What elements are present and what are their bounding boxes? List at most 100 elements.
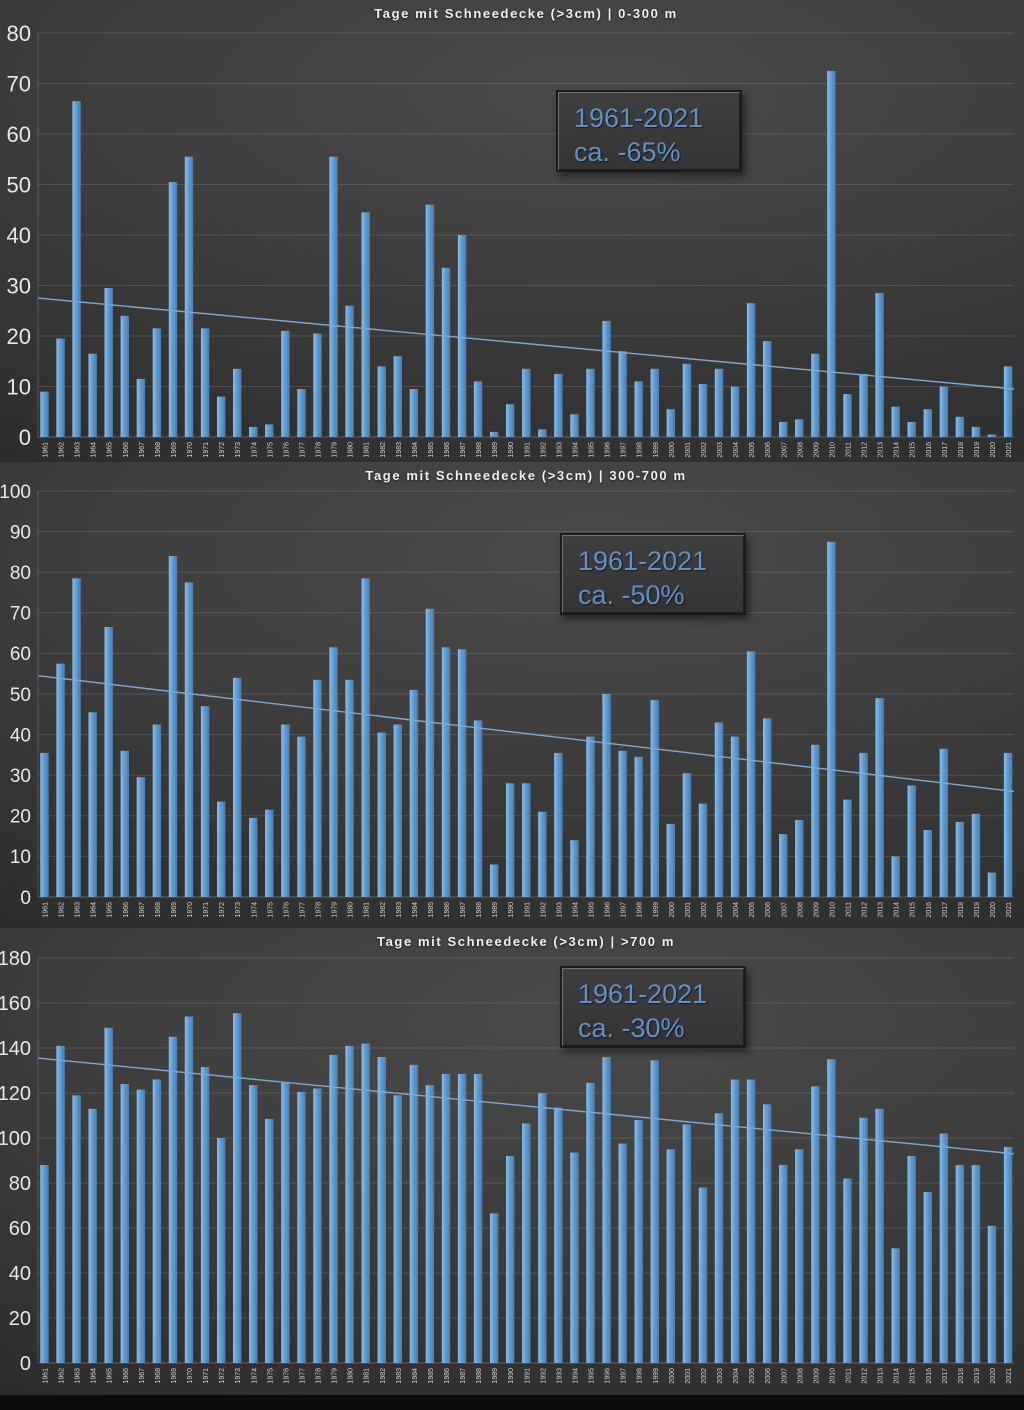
svg-text:1982: 1982: [380, 442, 387, 458]
x-axis-labels: 1961 1962 1963 1964 1965 1966 1967 1968 1969 1970…: [43, 442, 1014, 458]
svg-text:2016: 2016: [926, 442, 933, 458]
bar: [152, 1079, 162, 1363]
svg-text:1991: 1991: [524, 902, 531, 918]
svg-text:100: 100: [0, 1128, 31, 1150]
svg-text:0: 0: [19, 425, 31, 450]
bar: [779, 1165, 788, 1363]
bar: [843, 394, 852, 437]
bar: [570, 840, 579, 897]
svg-text:1977: 1977: [300, 902, 307, 918]
trendline: [37, 675, 1015, 793]
bar: [779, 421, 788, 437]
bar: [457, 649, 467, 897]
svg-text:1972: 1972: [219, 1368, 226, 1384]
bar: [795, 419, 804, 437]
bar: [249, 426, 258, 437]
bar: [666, 823, 675, 897]
svg-text:2000: 2000: [669, 442, 676, 458]
svg-text:1961: 1961: [43, 1368, 50, 1384]
bar: [233, 677, 242, 897]
svg-text:1966: 1966: [123, 1368, 130, 1384]
svg-text:1999: 1999: [653, 442, 660, 458]
bar: [746, 303, 756, 437]
svg-text:2000: 2000: [669, 902, 676, 918]
svg-text:1984: 1984: [412, 902, 419, 918]
svg-text:80: 80: [9, 1173, 31, 1195]
svg-text:1990: 1990: [508, 1368, 515, 1384]
callout-change: ca. -30%: [578, 1013, 685, 1043]
svg-text:1998: 1998: [637, 902, 644, 918]
bar: [554, 752, 563, 897]
svg-text:2008: 2008: [797, 902, 804, 918]
svg-text:60: 60: [7, 122, 31, 147]
svg-text:1970: 1970: [187, 442, 194, 458]
bar: [120, 750, 129, 897]
bar: [891, 406, 900, 437]
svg-text:1989: 1989: [492, 902, 499, 918]
svg-text:2005: 2005: [749, 442, 756, 458]
svg-text:1966: 1966: [123, 442, 130, 458]
bar: [409, 389, 419, 437]
svg-text:2012: 2012: [862, 902, 869, 918]
svg-text:2003: 2003: [717, 1368, 724, 1384]
svg-text:2002: 2002: [701, 1368, 708, 1384]
svg-text:1998: 1998: [637, 1368, 644, 1384]
svg-text:1979: 1979: [332, 1368, 339, 1384]
svg-text:1968: 1968: [155, 442, 162, 458]
chart-title-0-300m: Tage mit Schneedecke (>3cm) | 0-300 m: [374, 6, 678, 21]
bar: [361, 212, 370, 437]
svg-text:10: 10: [7, 374, 31, 399]
svg-text:1978: 1978: [316, 902, 323, 918]
svg-text:2003: 2003: [717, 902, 724, 918]
bar: [56, 338, 65, 437]
svg-text:2020: 2020: [990, 1368, 997, 1384]
bar: [297, 389, 306, 437]
svg-text:1965: 1965: [107, 1368, 114, 1384]
bar: [827, 1059, 836, 1364]
svg-text:2013: 2013: [878, 1368, 885, 1384]
bar: [602, 320, 611, 437]
svg-text:70: 70: [7, 71, 31, 96]
svg-text:1978: 1978: [316, 1368, 323, 1384]
svg-text:2007: 2007: [781, 902, 788, 918]
bar: [522, 1123, 531, 1363]
chart-title-300-700m: Tage mit Schneedecke (>3cm) | 300-700 m: [365, 468, 687, 483]
bar: [184, 1016, 194, 1363]
svg-text:1990: 1990: [508, 442, 515, 458]
svg-text:2020: 2020: [990, 902, 997, 918]
svg-text:1986: 1986: [444, 1368, 451, 1384]
svg-text:1976: 1976: [283, 442, 290, 458]
bar: [779, 834, 788, 897]
svg-text:30: 30: [10, 766, 31, 787]
svg-text:40: 40: [7, 223, 31, 248]
bar: [730, 736, 740, 897]
bar: [859, 752, 868, 897]
bar: [650, 1060, 659, 1363]
svg-text:1963: 1963: [75, 1368, 82, 1384]
bar: [441, 1073, 451, 1363]
bar: [682, 1124, 692, 1363]
svg-text:80: 80: [7, 21, 31, 46]
x-axis-labels: 1961 1962 1963 1964 1965 1966 1967 1968 1969 1970…: [43, 1368, 1014, 1384]
bar: [618, 351, 627, 437]
svg-text:1962: 1962: [59, 1368, 66, 1384]
svg-text:1986: 1986: [444, 902, 451, 918]
callout-change: ca. -65%: [574, 137, 681, 167]
bar: [955, 1165, 965, 1363]
svg-text:2021: 2021: [1006, 442, 1013, 458]
svg-text:1999: 1999: [653, 1368, 660, 1384]
bar: [506, 1156, 515, 1363]
svg-text:1994: 1994: [573, 902, 580, 918]
svg-text:50: 50: [10, 685, 31, 706]
bar: [361, 1043, 370, 1363]
trend-callout-over-700m: 1961-2021 ca. -30%: [560, 966, 746, 1048]
bar: [104, 627, 113, 897]
svg-text:2009: 2009: [813, 442, 820, 458]
bar: [987, 1225, 997, 1364]
bar: [586, 1082, 595, 1363]
x-axis-labels: 1961 1962 1963 1964 1965 1966 1967 1968 1969 1970…: [43, 902, 1014, 918]
svg-text:1985: 1985: [428, 442, 435, 458]
bar: [538, 429, 547, 437]
bar: [795, 1149, 804, 1364]
